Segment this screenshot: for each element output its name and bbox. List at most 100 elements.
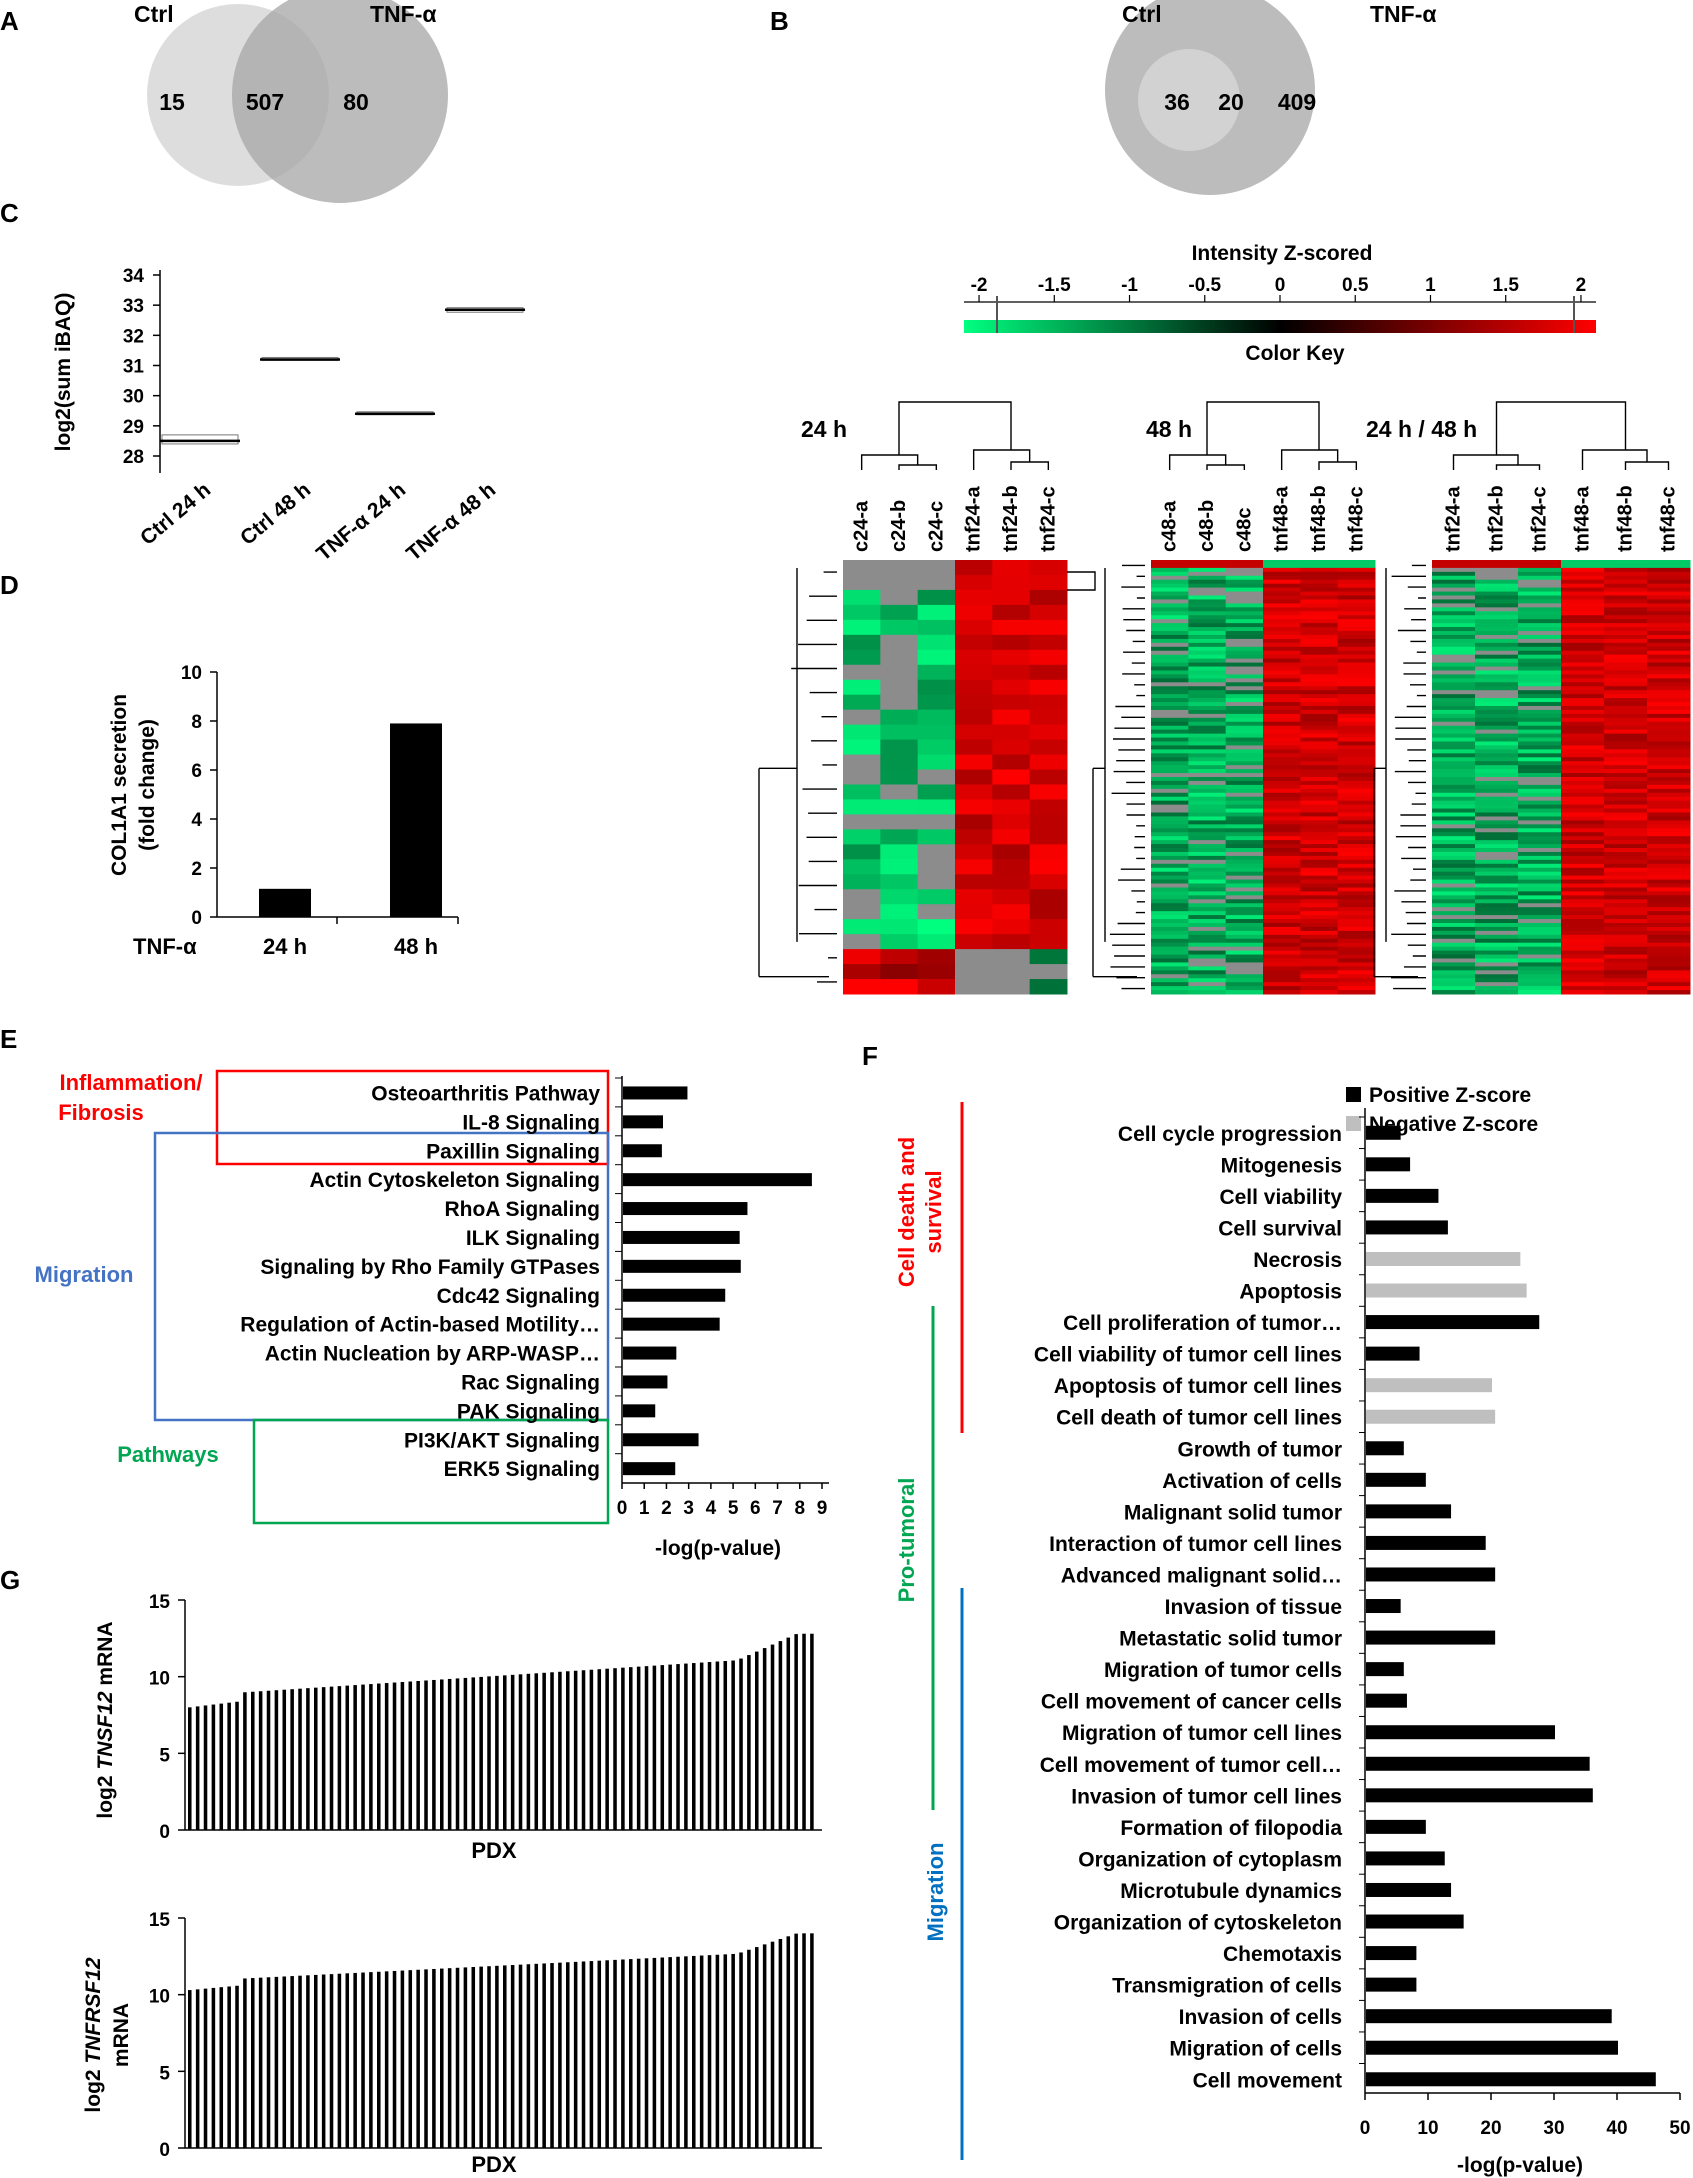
heatmap-cell <box>1151 646 1189 652</box>
heatmap-cell <box>1300 729 1339 735</box>
color-key-tick-label: -2 <box>971 275 988 296</box>
heatmap-cell <box>1300 587 1339 593</box>
heatmap-cell <box>1300 757 1339 762</box>
heatmap-cell <box>1518 808 1562 814</box>
heatmap-column-dendrogram <box>860 401 1050 470</box>
g1-bar <box>290 1689 294 1830</box>
heatmap-cell <box>1432 563 1476 569</box>
heatmap-cell <box>1604 851 1648 857</box>
heatmap-cell <box>1188 804 1227 810</box>
heatmap-cell <box>1561 911 1605 916</box>
heatmap-cell <box>1432 792 1476 798</box>
heatmap-cell <box>1300 638 1339 644</box>
heatmap-cell <box>917 919 956 935</box>
g1-bar <box>329 1686 334 1830</box>
heatmap-cell <box>1188 627 1227 632</box>
heatmap-cell <box>1225 591 1264 597</box>
heatmap-cell <box>1561 591 1605 597</box>
heatmap-cell <box>1561 761 1605 766</box>
heatmap-cell <box>1475 792 1519 798</box>
heatmap-cell <box>1561 784 1605 790</box>
heatmap-cell <box>1300 950 1339 956</box>
heatmap-cell <box>1300 958 1339 963</box>
heatmap-cell <box>1647 725 1691 731</box>
heatmap-cell <box>1300 816 1339 821</box>
g2-bar <box>369 1972 373 2148</box>
heatmap-cell <box>1337 867 1376 873</box>
heatmap-cell <box>1188 595 1227 600</box>
heatmap-cell <box>1300 966 1339 971</box>
heatmap-cell <box>1300 978 1339 983</box>
heatmap-cell <box>843 754 881 771</box>
heatmap-cell <box>1300 970 1339 975</box>
heatmap-cell <box>1188 725 1227 731</box>
venn-b-only-ctrl: 36 <box>1164 89 1190 115</box>
g1-bar <box>258 1691 263 1830</box>
heatmap-cell <box>1337 757 1376 762</box>
heatmap-cell <box>1263 702 1301 707</box>
heatmap-cell <box>1647 705 1691 711</box>
g2-bar <box>416 1969 420 2148</box>
heatmap-cell <box>1518 603 1562 608</box>
heatmap-cell <box>1604 922 1648 928</box>
heatmap-cell <box>1432 634 1476 640</box>
heatmap-cell <box>1263 773 1301 778</box>
heatmap-cell <box>1475 946 1519 952</box>
heatmap-cell <box>1432 729 1476 735</box>
g2-bar <box>227 1986 231 2148</box>
g1-bar <box>455 1678 460 1830</box>
heatmap-cell <box>1518 950 1562 956</box>
heatmap-cell <box>1647 962 1691 967</box>
heatmap-cell <box>1432 769 1476 774</box>
heatmap-cell <box>1518 662 1562 668</box>
heatmap-cell <box>880 694 919 711</box>
heatmap-cell <box>1188 733 1227 739</box>
g1-bar <box>243 1692 247 1830</box>
g2-bar <box>629 1959 633 2148</box>
heatmap-cell <box>1300 824 1339 829</box>
heatmap-cell <box>1188 729 1227 735</box>
g2-bar <box>258 1977 263 2148</box>
heatmap-cell <box>1561 698 1605 703</box>
heatmap-cell <box>955 739 993 756</box>
e-bar <box>623 1288 726 1302</box>
heatmap-cell <box>1647 777 1691 782</box>
heatmap-cell <box>880 589 919 606</box>
g2-bar <box>440 1968 444 2148</box>
g1-y-tick-label: 10 <box>149 1669 170 1690</box>
heatmap-cell <box>1432 784 1476 790</box>
g1-bar <box>377 1683 381 1830</box>
heatmap-cell <box>1263 887 1301 892</box>
heatmap-cell <box>1337 915 1376 920</box>
heatmap-cell <box>1475 745 1519 750</box>
heatmap-cell <box>1432 658 1476 664</box>
heatmap-cell <box>1337 970 1376 975</box>
heatmap-cell <box>1263 871 1301 877</box>
heatmap-cell <box>1432 773 1476 778</box>
heatmap-cell <box>1263 745 1301 750</box>
heatmap-cell <box>1561 982 1605 987</box>
heatmap-cell <box>1300 859 1339 865</box>
heatmap-cell <box>1475 619 1519 624</box>
heatmap-cell <box>1263 938 1301 944</box>
heatmap-cell <box>1561 883 1605 888</box>
heatmap-cell <box>843 604 881 621</box>
heatmap-cell <box>1604 891 1648 896</box>
heatmap-cell <box>1475 666 1519 671</box>
g1-y-tick-label: 0 <box>159 1822 170 1843</box>
e-category-label: Signaling by Rho Family GTPases <box>260 1256 600 1279</box>
heatmap-cell <box>1225 954 1264 959</box>
heatmap-cell <box>843 739 881 756</box>
heatmap-dendrograms <box>758 401 1670 990</box>
heatmap-cell <box>1518 832 1562 837</box>
heatmap-cell <box>1300 946 1339 952</box>
heatmap-cell <box>1337 579 1376 585</box>
heatmap-cell <box>1432 646 1476 652</box>
heatmap-cell <box>1188 654 1227 660</box>
heatmap-cell <box>1518 792 1562 798</box>
heatmap-cell <box>1518 575 1562 581</box>
heatmap-cell <box>1337 690 1376 695</box>
heatmap-cell <box>1432 698 1476 703</box>
heatmap-cell <box>1604 974 1648 979</box>
